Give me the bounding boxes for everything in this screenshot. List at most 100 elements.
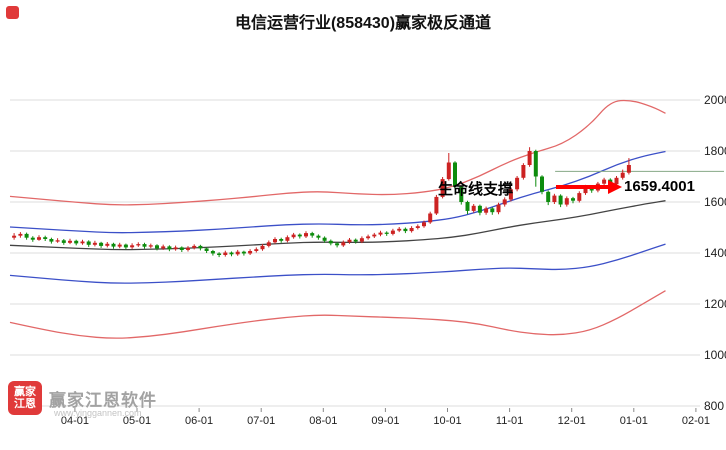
brand-logo-icon: 赢家 江恩	[8, 381, 42, 415]
y-axis-label: 1800	[704, 144, 726, 158]
candle-body	[508, 189, 513, 200]
candle-body	[123, 244, 128, 248]
candle-body	[546, 191, 551, 202]
candle-body	[335, 243, 340, 246]
candle-body	[440, 179, 445, 197]
candle-body	[304, 233, 308, 237]
candle-body	[328, 240, 333, 244]
watermark-brand-name: 赢家江恩软件	[49, 390, 157, 410]
x-axis-label: 05-01	[123, 415, 151, 427]
candle-body	[310, 233, 315, 236]
watermark-url: www.yinggannen.com	[54, 408, 142, 418]
candle-body	[74, 240, 79, 244]
candle-body	[99, 242, 104, 246]
x-axis-label: 12-01	[558, 415, 586, 427]
candle-body	[217, 253, 222, 255]
candle-body	[583, 186, 588, 194]
candle-body	[148, 245, 153, 247]
candle-body	[496, 204, 501, 213]
candle-body	[24, 233, 29, 238]
y-axis-label: 800	[704, 399, 724, 413]
candle-body	[372, 234, 377, 237]
support-arrowhead-icon	[608, 179, 622, 194]
candle-body	[527, 151, 532, 165]
x-axis-label: 09-01	[371, 415, 399, 427]
candle-body	[490, 208, 495, 213]
x-axis-label: 10-01	[433, 415, 461, 427]
x-axis-label: 07-01	[247, 415, 275, 427]
candle-body	[322, 237, 327, 241]
x-axis-label: 08-01	[309, 415, 337, 427]
y-axis-label: 1200	[704, 297, 726, 311]
candle-body	[341, 242, 346, 246]
y-axis-label: 1000	[704, 348, 726, 362]
candle-body	[571, 198, 575, 201]
candle-body	[484, 208, 489, 213]
candle-body	[602, 179, 607, 184]
x-axis-label: 01-01	[620, 415, 648, 427]
x-axis-label: 06-01	[185, 415, 213, 427]
candles	[12, 147, 631, 258]
candle-body	[564, 198, 569, 205]
band-lower-blue	[9, 243, 666, 284]
candle-body	[86, 241, 91, 245]
candle-body	[30, 237, 35, 240]
candle-body	[502, 199, 507, 205]
band-lower-red	[9, 290, 666, 339]
candle-body	[49, 239, 54, 242]
candle-body	[415, 226, 420, 228]
candle-body	[186, 247, 190, 250]
candle-body	[111, 243, 116, 247]
candle-body	[291, 234, 296, 238]
candle-body	[347, 239, 352, 243]
candle-body	[210, 251, 215, 254]
candle-body	[533, 151, 538, 177]
candle-body	[397, 228, 402, 231]
candle-body	[130, 245, 135, 248]
candle-body	[68, 240, 72, 243]
candle-body	[117, 244, 122, 247]
candle-body	[552, 195, 557, 202]
candle-body	[37, 237, 41, 240]
gridlines	[10, 99, 700, 407]
candle-body	[453, 162, 457, 187]
support-arrow-icon	[556, 184, 608, 189]
candle-body	[235, 251, 240, 255]
candle-body	[198, 245, 203, 249]
candle-body	[390, 230, 395, 234]
candle-body	[273, 239, 277, 243]
candle-body	[179, 247, 184, 250]
candle-body	[167, 246, 172, 250]
candle-body	[18, 233, 23, 236]
candle-body	[142, 244, 147, 247]
candle-body	[266, 242, 271, 246]
brand-logo-text-top: 赢家	[14, 386, 36, 398]
candle-body	[359, 238, 364, 242]
x-axis-label: 02-01	[682, 415, 710, 427]
candle-body	[577, 193, 582, 201]
candle-body	[471, 205, 476, 211]
candle-body	[161, 246, 166, 249]
candle-body	[515, 177, 520, 190]
candle-body	[297, 234, 302, 237]
candle-body	[61, 240, 66, 243]
lifeline-support-label: 生命线支撑	[438, 180, 514, 198]
candle-body	[279, 239, 284, 241]
candle-body	[254, 249, 259, 251]
candle-body	[316, 235, 321, 238]
candle-body	[173, 247, 178, 250]
candle-body	[465, 202, 470, 211]
chart-title: 电信运营行业(858430)赢家极反通道	[234, 15, 492, 32]
candle-body	[477, 205, 482, 213]
band-upper-red	[9, 99, 666, 206]
candle-body	[403, 228, 408, 232]
candle-body	[366, 236, 371, 239]
band-middle	[9, 200, 666, 251]
watermark: 赢家 江恩 赢家江恩软件 www.yinggannen.com	[8, 381, 157, 418]
y-axis-label: 1400	[704, 246, 726, 260]
brand-logo-text-bottom: 江恩	[14, 398, 36, 410]
candle-body	[223, 252, 228, 255]
